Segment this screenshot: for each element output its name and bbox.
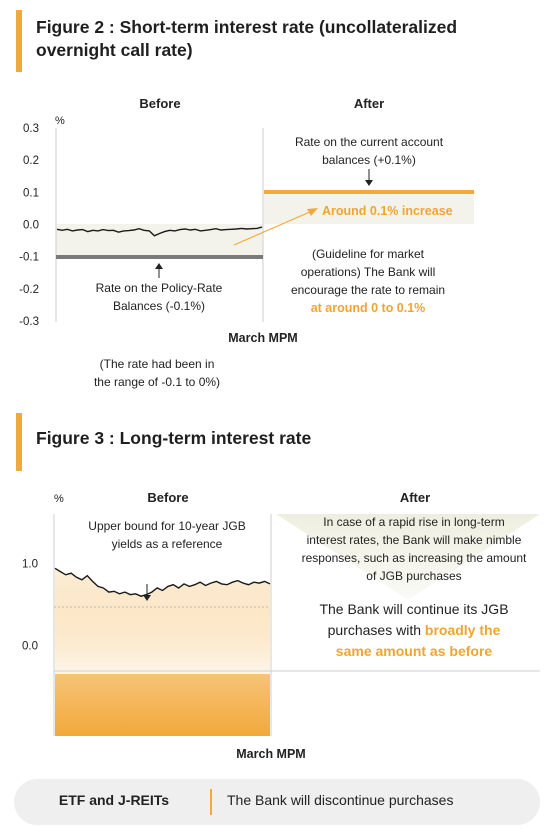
- figure3-continue-line2-prefix: purchases with: [328, 622, 425, 638]
- figure3-continue-line3: same amount as before: [336, 643, 493, 659]
- etf-jreit-label: ETF and J-REITs: [58, 792, 170, 808]
- figure3-after-label: After: [400, 490, 430, 505]
- figure2-guideline-highlight: at around 0 to 0.1%: [311, 301, 426, 315]
- figure3-continue-line2-highlight: broadly the: [425, 622, 501, 638]
- figure3-continue-line1: The Bank will continue its JGB: [319, 601, 508, 617]
- figure3-unit-label: %: [54, 493, 64, 505]
- etf-jreit-summary-bar: ETF and J-REITs The Bank will discontinu…: [14, 779, 540, 825]
- figure3-rapid-rise-line4: of JGB purchases: [366, 569, 461, 583]
- figure2-title: Figure 2 : Short-term interest rate (unc…: [36, 17, 458, 60]
- figure2-y-tick-label: -0.1: [19, 252, 39, 264]
- figure2-before-label: Before: [139, 96, 180, 111]
- figure3-chart: Before After % 0.0 1.0 Upper bound for 10…: [22, 490, 540, 761]
- etf-jreit-text: The Bank will discontinue purchases: [227, 792, 454, 808]
- figure2-after-range-band: [264, 192, 474, 224]
- figure3-upper-bound-arrowhead: [143, 595, 151, 601]
- figure3-rapid-rise-triangle: [276, 514, 540, 600]
- figure2-y-ticks: -0.3 -0.2 -0.1 0.0 0.1 0.2 0.3: [19, 123, 39, 328]
- figure3-y-tick-label: 0.0: [22, 641, 38, 653]
- figure2-guideline-line2: operations) The Bank will: [301, 265, 436, 279]
- figure2-y-tick-label: 0.2: [23, 155, 39, 167]
- figure3-rapid-rise-line2: interest rates, the Bank will make nimbl…: [307, 533, 522, 547]
- figure2-policy-rate-arrowhead: [155, 263, 163, 269]
- figure3-title-accent: [16, 413, 22, 471]
- figure3-before-label: Before: [147, 490, 188, 505]
- figure3-rapid-rise-line1: In case of a rapid rise in long-term: [323, 515, 504, 529]
- figure2-unit-label: %: [55, 115, 65, 127]
- figure3-y-ticks: 0.0 1.0: [22, 558, 38, 652]
- figure2-policy-rate-label-line1: Rate on the Policy-Rate: [96, 281, 223, 295]
- figure3-continue-line2: purchases with broadly the: [328, 622, 501, 638]
- figure2-range-note-line2: the range of -0.1 to 0%): [94, 375, 220, 389]
- figure2-y-tick-label: 0.0: [23, 220, 39, 232]
- figure2-guideline-line3: encourage the rate to remain: [291, 283, 445, 297]
- figure2-range-note-line1: (The rate had been in: [100, 357, 215, 371]
- figure3-upper-bound-label-line2: yields as a reference: [112, 537, 223, 551]
- figure2-chart: Before After % -0.3-0.2-0.10.00.10.20.3 …: [19, 96, 474, 389]
- figure3-upper-bound-label-line1: Upper bound for 10-year JGB: [88, 519, 245, 533]
- figure2-title-accent: [16, 10, 22, 72]
- figure3-timeline-label: March MPM: [236, 747, 305, 761]
- figure2-guideline-line1: (Guideline for market: [312, 247, 425, 261]
- figure2-y-tick-label: 0.1: [23, 187, 39, 199]
- figure2-increase-arrowhead: [307, 208, 318, 216]
- figure2-y-tick-label: -0.3: [19, 316, 39, 328]
- figure2-after-label: After: [354, 96, 384, 111]
- figure2-y-tick-label: -0.2: [19, 284, 39, 296]
- etf-jreit-separator: [210, 789, 212, 815]
- figure2-y-tick-label: 0.3: [23, 123, 39, 135]
- figure2-current-account-label-line1: Rate on the current account: [295, 135, 444, 149]
- figure3-y-tick-label: 1.0: [22, 558, 38, 570]
- figure3-rapid-rise-line3: responses, such as increasing the amount: [302, 551, 527, 565]
- figure3-area-fade: [55, 580, 270, 674]
- figure3-yield-series: [54, 567, 271, 597]
- figure2-timeline-label: March MPM: [228, 331, 297, 345]
- figure2-increase-label: Around 0.1% increase: [322, 204, 453, 218]
- figure2-current-account-arrowhead: [365, 180, 373, 186]
- figure2-increase-arrow: [233, 210, 313, 246]
- figure2-call-rate-series: [56, 226, 263, 237]
- figure3-title: Figure 3 : Long-term interest rate: [36, 428, 312, 448]
- figure2-current-account-label-line2: balances (+0.1%): [322, 153, 416, 167]
- figure2-policy-rate-label-line2: Balances (-0.1%): [113, 299, 205, 313]
